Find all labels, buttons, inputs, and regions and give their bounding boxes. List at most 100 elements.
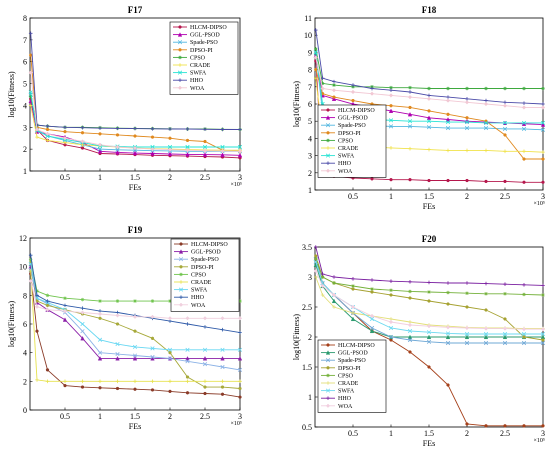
series-line bbox=[315, 48, 543, 89]
legend-label: CRADE bbox=[338, 146, 359, 152]
x-axis-label: FEs bbox=[423, 439, 435, 448]
data-point bbox=[28, 103, 33, 108]
x-exponent-label: ×10⁵ bbox=[231, 421, 242, 427]
data-point bbox=[150, 379, 155, 384]
y-tick-label: 3 bbox=[308, 152, 312, 161]
data-point bbox=[238, 299, 242, 303]
series-line bbox=[30, 92, 240, 148]
data-point bbox=[34, 296, 40, 301]
data-point bbox=[220, 316, 225, 321]
data-point bbox=[220, 385, 225, 389]
data-point bbox=[540, 327, 546, 332]
legend-label: CPSO bbox=[190, 55, 206, 61]
data-point bbox=[238, 127, 242, 132]
legend-entry: HLCM-DIPSO bbox=[321, 343, 375, 349]
data-point bbox=[202, 152, 208, 157]
data-point bbox=[313, 76, 318, 80]
data-point bbox=[407, 322, 413, 328]
data-point bbox=[150, 146, 155, 152]
data-point bbox=[541, 338, 545, 342]
data-point bbox=[503, 86, 507, 91]
data-point bbox=[115, 356, 120, 361]
y-tick-label: 2 bbox=[23, 377, 27, 386]
data-point bbox=[369, 316, 375, 322]
data-point bbox=[331, 96, 337, 101]
data-point bbox=[97, 337, 103, 342]
legend-label: GGL-PSOD bbox=[338, 351, 368, 357]
legend-label: SWFA bbox=[338, 154, 355, 160]
data-point bbox=[484, 179, 488, 184]
legend-label: HHO bbox=[338, 161, 352, 167]
data-point bbox=[445, 340, 451, 346]
data-point bbox=[97, 311, 103, 317]
data-point bbox=[45, 131, 50, 136]
data-point bbox=[465, 305, 469, 309]
data-point bbox=[237, 144, 243, 150]
legend-label: Spade-PSO bbox=[338, 123, 366, 129]
data-point bbox=[464, 334, 470, 340]
x-exponent-label: ×10⁵ bbox=[534, 438, 545, 444]
data-point bbox=[168, 127, 172, 131]
data-point bbox=[115, 322, 120, 326]
series-line bbox=[315, 276, 543, 330]
data-point bbox=[185, 359, 190, 364]
legend-label: DPSO-PI bbox=[338, 366, 361, 372]
legend-marker bbox=[326, 146, 330, 150]
legend-entry: SWFA bbox=[321, 153, 355, 160]
data-point bbox=[446, 95, 450, 99]
x-tick-label: 3 bbox=[238, 412, 242, 421]
data-point bbox=[238, 395, 242, 399]
data-point bbox=[313, 268, 318, 274]
data-point bbox=[388, 124, 394, 129]
data-point bbox=[237, 356, 243, 361]
data-point bbox=[132, 148, 138, 153]
y-tick-label: 7 bbox=[308, 83, 312, 92]
data-point bbox=[185, 148, 190, 153]
x-tick-label: 3 bbox=[541, 192, 545, 201]
data-point bbox=[426, 330, 432, 335]
legend-entry: CPSO bbox=[173, 55, 206, 61]
legend-marker bbox=[325, 153, 331, 158]
data-point bbox=[45, 303, 50, 308]
data-point bbox=[28, 70, 33, 75]
data-point bbox=[132, 314, 138, 319]
data-point bbox=[502, 334, 508, 340]
data-point bbox=[407, 328, 413, 334]
data-point bbox=[408, 296, 412, 300]
data-point bbox=[521, 105, 527, 110]
legend-label: CPSO bbox=[338, 138, 354, 144]
legend-label: GGL-PSOD bbox=[190, 33, 220, 39]
data-point bbox=[34, 304, 40, 309]
data-point bbox=[115, 133, 120, 137]
data-point bbox=[97, 148, 103, 154]
x-axis-label: FEs bbox=[129, 422, 141, 431]
data-point bbox=[464, 119, 470, 125]
series-line bbox=[315, 246, 544, 286]
legend-entry: HLCM-DIPSO bbox=[174, 242, 228, 248]
data-point bbox=[35, 293, 39, 298]
legend-label: HLCM-DIPSO bbox=[338, 108, 375, 114]
legend-box bbox=[169, 21, 239, 95]
x-tick-label: 1 bbox=[389, 429, 393, 438]
legend-entry: Spade-PSO bbox=[173, 40, 218, 46]
data-point bbox=[320, 272, 325, 276]
series-line bbox=[30, 255, 241, 334]
legend-marker bbox=[325, 168, 331, 173]
data-point bbox=[351, 98, 355, 103]
data-point bbox=[63, 130, 67, 134]
data-point bbox=[62, 308, 68, 314]
panel-f17: F17 0.5 1 1.5 2 2.5 3 1 2 3 4 5 6 7 8 FEs log10(Fitness)… bbox=[7, 5, 243, 192]
data-point bbox=[522, 157, 526, 161]
data-point bbox=[541, 157, 545, 161]
data-point bbox=[63, 383, 67, 388]
data-point bbox=[331, 292, 337, 298]
data-point bbox=[63, 296, 67, 300]
data-point bbox=[502, 331, 508, 337]
y-tick-label: 10 bbox=[304, 31, 312, 40]
legend-label: GGL-PSOD bbox=[191, 250, 221, 256]
legend-entry: CPSO bbox=[321, 138, 354, 144]
data-point bbox=[168, 351, 172, 355]
data-point bbox=[98, 299, 102, 303]
data-point bbox=[408, 350, 412, 354]
